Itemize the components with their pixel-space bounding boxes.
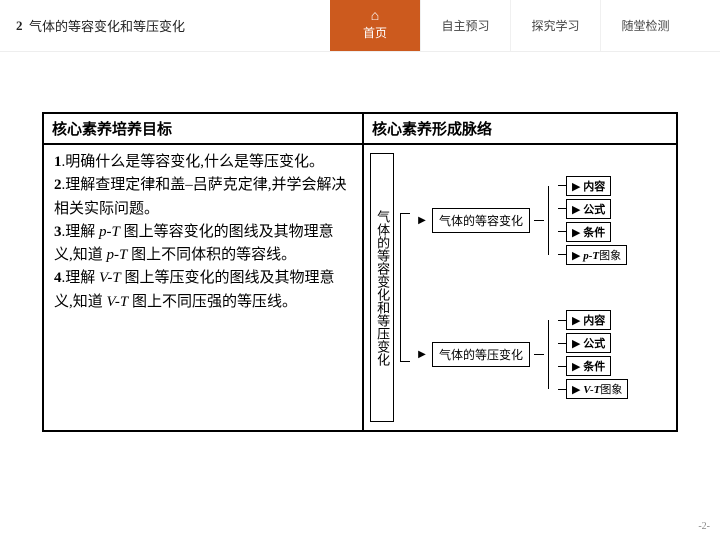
main-table: 核心素养培养目标 1.明确什么是等容变化,什么是等压变化。 2.理解查理定律和盖… — [42, 112, 678, 432]
branch-isochoric: ▶ 气体的等容变化 ▶ 内容 ▶ 公式 ▶ 条件 ▶ p-T图象 — [416, 176, 670, 265]
tree-body: 气体的等容变化和等压变化 ▶ 气体的等容变化 ▶ 内容 ▶ 公式 ▶ 条件 — [364, 145, 676, 430]
chapter-name: 气体的等容变化和等压变化 — [29, 16, 185, 35]
nav-preview[interactable]: 自主预习 — [420, 0, 510, 51]
branch-isobaric: ▶ 气体的等压变化 ▶ 内容 ▶ 公式 ▶ 条件 ▶ V-T图象 — [416, 310, 670, 399]
leaves-isobaric: ▶ 内容 ▶ 公式 ▶ 条件 ▶ V-T图象 — [548, 310, 628, 399]
nav-home[interactable]: ⌂ 首页 — [330, 0, 420, 51]
nav-quiz[interactable]: 随堂检测 — [600, 0, 690, 51]
content-area: 核心素养培养目标 1.明确什么是等容变化,什么是等压变化。 2.理解查理定律和盖… — [0, 52, 720, 432]
goal-2: 2.理解查理定律和盖–吕萨克定律,并学会解决相关实际问题。 — [54, 174, 352, 221]
leaf: ▶ 公式 — [558, 333, 628, 353]
leaves-isochoric: ▶ 内容 ▶ 公式 ▶ 条件 ▶ p-T图象 — [548, 176, 627, 265]
tree-root: 气体的等容变化和等压变化 — [370, 153, 394, 422]
leaf: ▶ 公式 — [558, 199, 627, 219]
nav-inquiry[interactable]: 探究学习 — [510, 0, 600, 51]
leaf: ▶ 条件 — [558, 356, 628, 376]
branch-label: 气体的等压变化 — [432, 342, 530, 367]
arrow-icon: ▶ — [416, 215, 428, 226]
goals-column: 核心素养培养目标 1.明确什么是等容变化,什么是等压变化。 2.理解查理定律和盖… — [44, 114, 364, 430]
arrow-icon: ▶ — [416, 349, 428, 360]
goals-body: 1.明确什么是等容变化,什么是等压变化。 2.理解查理定律和盖–吕萨克定律,并学… — [44, 145, 362, 320]
tree-column: 核心素养形成脉络 气体的等容变化和等压变化 ▶ 气体的等容变化 ▶ 内容 ▶ 公… — [364, 114, 676, 430]
goal-1: 1.明确什么是等容变化,什么是等压变化。 — [54, 151, 352, 174]
home-icon: ⌂ — [371, 10, 379, 24]
chapter-title: 2 气体的等容变化和等压变化 — [0, 0, 330, 51]
goals-header: 核心素养培养目标 — [44, 114, 362, 145]
goal-3: 3.理解 p-T 图上等容变化的图线及其物理意义,知道 p-T 图上不同体积的等… — [54, 221, 352, 268]
tree-trunk — [400, 153, 410, 422]
tree-branches: ▶ 气体的等容变化 ▶ 内容 ▶ 公式 ▶ 条件 ▶ p-T图象 ▶ 气体的等压… — [416, 153, 670, 422]
chapter-number: 2 — [16, 18, 23, 34]
goal-4: 4.理解 V-T 图上等压变化的图线及其物理意义,知道 V-T 图上不同压强的等… — [54, 267, 352, 314]
tree-header: 核心素养形成脉络 — [364, 114, 676, 145]
leaf: ▶ p-T图象 — [558, 245, 627, 265]
page-number: -2- — [698, 521, 710, 532]
leaf: ▶ 条件 — [558, 222, 627, 242]
top-nav: 2 气体的等容变化和等压变化 ⌂ 首页 自主预习 探究学习 随堂检测 — [0, 0, 720, 52]
leaf: ▶ 内容 — [558, 310, 628, 330]
branch-label: 气体的等容变化 — [432, 208, 530, 233]
nav-home-label: 首页 — [363, 24, 387, 41]
leaf: ▶ V-T图象 — [558, 379, 628, 399]
leaf: ▶ 内容 — [558, 176, 627, 196]
